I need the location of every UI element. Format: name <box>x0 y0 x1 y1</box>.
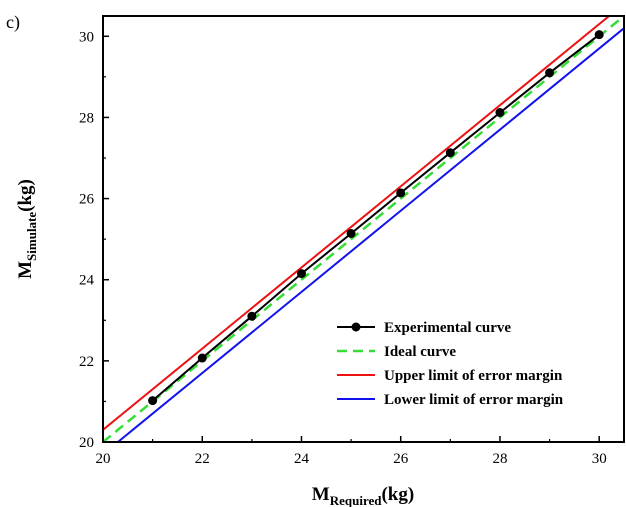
y-tick-label: 24 <box>79 273 95 289</box>
y-axis-ticks: 20 22 24 26 28 30 <box>79 29 109 451</box>
y-tick-label: 28 <box>79 110 94 126</box>
x-tick-label: 24 <box>294 451 310 467</box>
data-point <box>346 228 356 238</box>
data-point <box>148 396 158 406</box>
data-point <box>247 311 257 321</box>
y-axis-title-unit: (kg) <box>15 179 36 212</box>
y-tick-label: 30 <box>79 29 94 45</box>
x-axis-title-unit: (kg) <box>381 484 414 505</box>
x-axis-title: MRequired(kg) <box>312 484 414 507</box>
series-line-4 <box>116 27 624 442</box>
x-axis-title-sub: Required <box>330 493 383 507</box>
data-point <box>495 108 505 118</box>
x-tick-label: 28 <box>492 451 507 467</box>
x-tick-label: 22 <box>195 451 210 467</box>
plot-frame <box>102 15 625 443</box>
legend: Experimental curve Ideal curve Upper limit… <box>337 320 564 408</box>
y-tick-label: 20 <box>79 435 94 451</box>
x-axis-title-main: M <box>312 484 330 505</box>
data-point <box>545 68 555 78</box>
series-layer <box>103 16 624 442</box>
x-tick-label: 20 <box>96 451 111 467</box>
data-point <box>594 30 604 40</box>
x-tick-label: 30 <box>592 451 607 467</box>
series-line-1 <box>151 33 600 402</box>
legend-label: Lower limit of error margin <box>384 392 564 408</box>
data-point <box>396 188 406 198</box>
y-tick-label: 26 <box>79 192 95 208</box>
y-tick-label: 22 <box>79 354 94 370</box>
data-point <box>296 269 306 279</box>
x-tick-label: 26 <box>393 451 409 467</box>
x-axis-ticks: 20 22 24 26 28 30 <box>96 436 607 467</box>
series-line-2 <box>103 16 624 442</box>
legend-label: Experimental curve <box>384 320 511 336</box>
series-line-3 <box>103 16 611 431</box>
panel-label: c) <box>6 12 20 33</box>
y-axis-title: MSimulate(kg) <box>15 179 39 279</box>
data-point <box>197 353 207 363</box>
legend-label: Ideal curve <box>384 344 456 360</box>
y-axis-title-main: M <box>15 261 36 279</box>
y-axis-title-sub: Simulate <box>24 212 39 261</box>
data-point <box>445 148 455 158</box>
legend-label: Upper limit of error margin <box>384 368 563 384</box>
legend-marker <box>351 322 361 332</box>
